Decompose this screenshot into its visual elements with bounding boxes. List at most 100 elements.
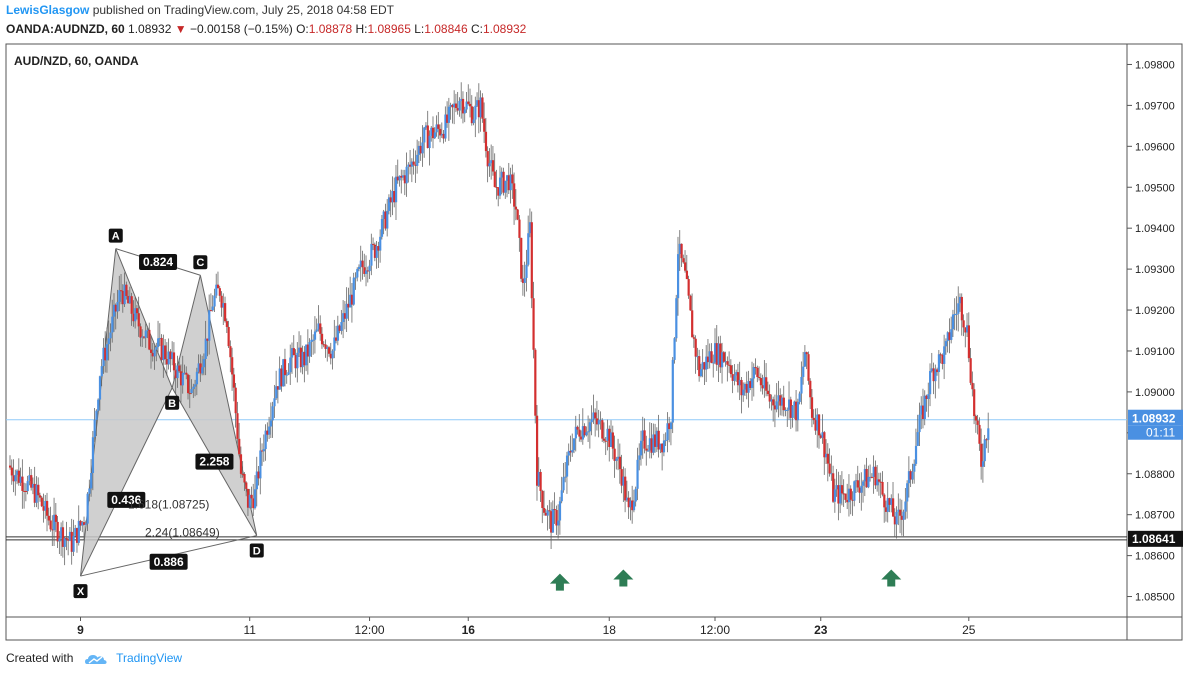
candle-body [299, 347, 303, 368]
up-arrow-icon [613, 569, 634, 587]
candle-body [449, 104, 452, 107]
candle-body [278, 368, 281, 390]
candle [229, 340, 232, 373]
candle [37, 477, 40, 510]
candle [738, 361, 741, 401]
candle-body [275, 386, 278, 399]
candle-body [268, 426, 271, 435]
candle-body [863, 468, 867, 482]
candle-body [9, 465, 12, 468]
candle-body [90, 473, 93, 489]
candle [206, 338, 209, 357]
candle [185, 366, 188, 380]
candle-body [195, 371, 199, 385]
candle [38, 492, 42, 502]
candle-body [844, 493, 847, 500]
candle [555, 505, 558, 535]
candle-body [654, 434, 657, 447]
candle-body [703, 362, 706, 370]
candle [359, 245, 362, 282]
candle-body [456, 108, 459, 111]
candle-body [573, 438, 576, 451]
candle [345, 287, 348, 332]
candle-body [444, 114, 447, 139]
candle-body [481, 97, 484, 119]
candle-body [433, 132, 436, 139]
candle-body [276, 386, 280, 390]
candle [370, 233, 373, 276]
candle [953, 298, 956, 331]
candle-body [58, 538, 61, 542]
candle [137, 296, 140, 337]
candle-body [81, 522, 84, 526]
candle [192, 383, 195, 398]
candle-body [740, 379, 743, 396]
candle [597, 409, 600, 438]
candle-body [447, 106, 451, 123]
candle [467, 84, 470, 106]
candle [981, 443, 985, 483]
candle-body [236, 413, 239, 439]
candle-body [655, 430, 659, 447]
candle-body [246, 488, 250, 508]
candle-body [38, 495, 42, 498]
candle-body [687, 279, 690, 296]
candle [74, 524, 77, 537]
candle [608, 425, 611, 462]
change-value: −0.00158 (−0.15%) [189, 22, 293, 36]
candle [56, 515, 59, 548]
tradingview-link[interactable]: TradingView [116, 651, 183, 665]
candle [174, 363, 177, 394]
candle [354, 272, 357, 290]
candle [352, 272, 355, 306]
candle [424, 122, 428, 130]
candle-body [209, 310, 213, 312]
candle [973, 383, 976, 425]
candle-body [511, 174, 514, 184]
candle [648, 422, 651, 459]
candle-body [125, 284, 128, 296]
candle-body [375, 246, 378, 258]
candle-body [594, 412, 597, 419]
candle-body [715, 343, 718, 365]
candle [835, 469, 838, 497]
candle [816, 408, 819, 448]
candle [409, 149, 412, 175]
candle [269, 402, 273, 438]
candle [75, 527, 79, 553]
candle [569, 435, 572, 462]
candle-body [768, 394, 771, 402]
candle-body [384, 211, 387, 229]
candle-body [107, 338, 110, 345]
candle [788, 381, 791, 420]
candle [17, 458, 21, 486]
point-badge [249, 543, 264, 558]
candle-body [520, 237, 523, 279]
candle [548, 499, 551, 529]
candle [67, 536, 70, 556]
candle-body [239, 454, 243, 474]
candle-body [728, 364, 731, 366]
author-link[interactable]: LewisGlasgow [6, 3, 90, 17]
candle [710, 343, 713, 364]
candle [543, 490, 546, 516]
candle [611, 425, 614, 460]
candle-body [366, 270, 369, 272]
candle [328, 345, 331, 357]
candle-body [751, 378, 754, 388]
candle-body [782, 397, 785, 411]
ratio-text: 0.436 [111, 493, 141, 507]
candle-body [916, 432, 919, 446]
candle [375, 241, 378, 269]
candle [165, 342, 169, 376]
candle-body [324, 344, 327, 349]
candle-body [883, 494, 886, 508]
candle [826, 443, 829, 482]
candle [14, 469, 17, 496]
candle [398, 175, 401, 187]
candle [897, 493, 900, 526]
candle-body [595, 418, 599, 425]
candle-body [800, 376, 803, 394]
candle-body [758, 377, 761, 379]
